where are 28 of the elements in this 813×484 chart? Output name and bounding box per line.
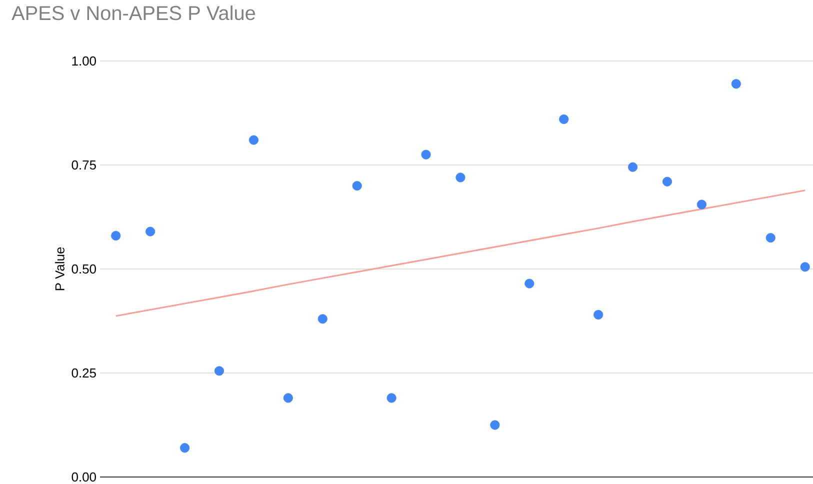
point [248, 135, 258, 145]
point [386, 393, 396, 403]
point [318, 314, 328, 324]
y-tick-label: 1.00 [72, 56, 96, 66]
point [180, 443, 190, 453]
point [628, 162, 638, 172]
point [490, 420, 500, 430]
y-tick-label: 0.50 [72, 264, 96, 274]
point [421, 150, 431, 160]
point [800, 262, 810, 272]
chart-title: APES v Non-APES P Value [12, 6, 256, 20]
y-tick-label: 0.00 [72, 472, 96, 482]
point [352, 181, 362, 191]
point [559, 114, 569, 124]
point [594, 310, 604, 320]
y-tick-label: 0.25 [72, 368, 96, 378]
point [766, 233, 776, 243]
point [456, 172, 466, 182]
point [696, 200, 706, 210]
point [524, 278, 534, 288]
y-axis-title: P Value [54, 247, 64, 290]
point [214, 366, 224, 376]
point [146, 226, 156, 236]
point [731, 79, 741, 89]
point [662, 176, 672, 186]
point [283, 393, 293, 403]
point [111, 230, 121, 240]
y-tick-label: 0.75 [72, 160, 96, 170]
